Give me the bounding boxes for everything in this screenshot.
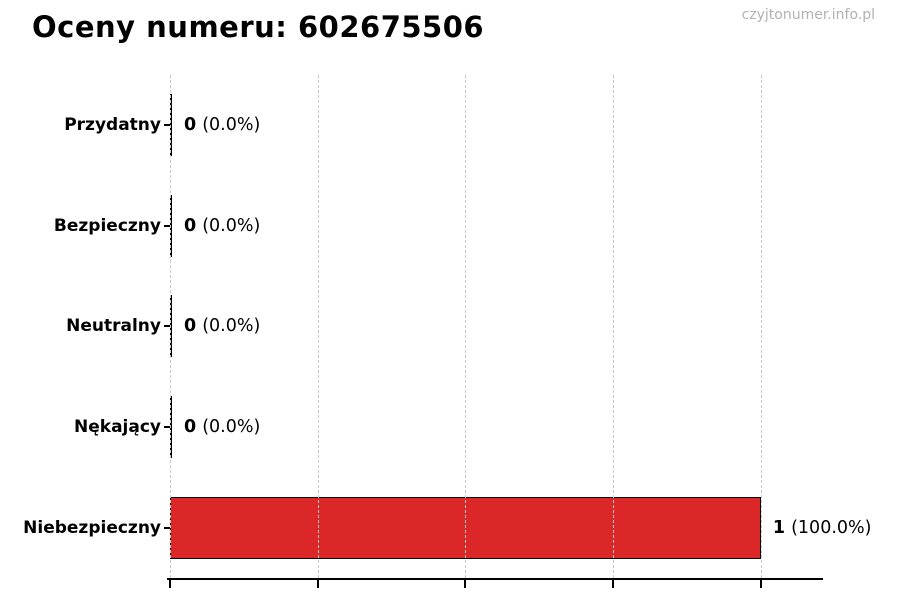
value-count: 0 bbox=[184, 215, 197, 236]
value-percent: (0.0%) bbox=[202, 417, 261, 438]
gridline bbox=[465, 75, 467, 578]
y-tick-mark bbox=[164, 224, 170, 227]
category-label: Bezpieczny bbox=[53, 215, 161, 236]
value-count: 0 bbox=[184, 115, 197, 136]
category-label: Niebezpieczny bbox=[23, 517, 161, 538]
value-label: 0 (0.0%) bbox=[184, 216, 260, 236]
bar-row: Bezpieczny 0 (0.0%) bbox=[54, 176, 820, 277]
bar bbox=[170, 94, 172, 157]
value-label: 0 (0.0%) bbox=[184, 115, 260, 135]
x-tick-mark bbox=[464, 578, 467, 588]
bar bbox=[170, 295, 172, 358]
x-axis-line bbox=[167, 578, 823, 580]
value-percent: (100.0%) bbox=[791, 517, 872, 538]
value-label: 1 (100.0%) bbox=[773, 518, 872, 538]
y-tick-mark bbox=[164, 325, 170, 328]
value-percent: (0.0%) bbox=[202, 115, 261, 136]
bar-row: Nękający 0 (0.0%) bbox=[74, 377, 820, 478]
value-percent: (0.0%) bbox=[202, 316, 261, 337]
category-label: Przydatny bbox=[64, 115, 161, 136]
gridline bbox=[317, 75, 319, 578]
bar-row: Niebezpieczny 1 (100.0%) bbox=[23, 477, 871, 578]
watermark-text: czyjtonumer.info.pl bbox=[741, 7, 875, 23]
x-tick-mark bbox=[759, 578, 762, 588]
bar-row: Neutralny 0 (0.0%) bbox=[66, 276, 820, 377]
x-tick-mark bbox=[169, 578, 171, 588]
gridline bbox=[613, 75, 615, 578]
y-tick-mark bbox=[164, 426, 170, 429]
x-tick-mark bbox=[612, 578, 615, 588]
bar bbox=[170, 396, 172, 459]
value-count: 0 bbox=[184, 316, 197, 337]
y-tick-mark bbox=[164, 124, 170, 127]
value-count: 0 bbox=[184, 417, 197, 438]
plot-area: Przydatny 0 (0.0%) Bezpieczny 0 (0.0%) Neu… bbox=[23, 75, 871, 588]
category-label: Neutralny bbox=[66, 316, 161, 337]
category-label: Nękający bbox=[74, 417, 161, 438]
gridline bbox=[760, 75, 762, 578]
value-percent: (0.0%) bbox=[202, 215, 261, 236]
value-label: 0 (0.0%) bbox=[184, 316, 260, 336]
value-label: 0 (0.0%) bbox=[184, 417, 260, 437]
bar-row: Przydatny 0 (0.0%) bbox=[64, 75, 820, 176]
value-count: 1 bbox=[772, 517, 786, 538]
bar bbox=[170, 194, 172, 257]
chart-title: Oceny numeru: 602675506 bbox=[32, 10, 485, 44]
y-tick-mark bbox=[164, 526, 170, 529]
x-tick-mark bbox=[316, 578, 319, 588]
gridline bbox=[170, 75, 171, 578]
